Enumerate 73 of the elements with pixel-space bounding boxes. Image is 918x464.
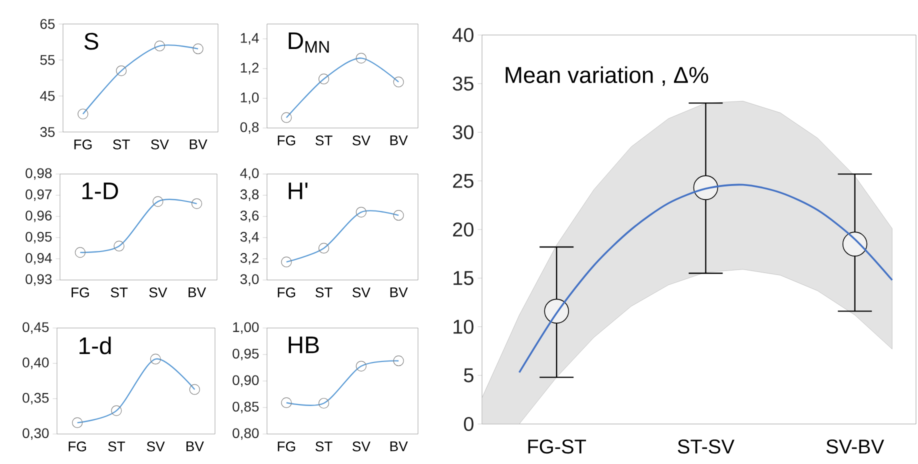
x-tick-label: ST [316, 442, 332, 452]
x-tick-label: BV [188, 288, 206, 298]
y-tick-label: 4,0 [240, 168, 259, 180]
x-tick-label: FG [278, 442, 296, 452]
y-tick-label: 0,40 [22, 358, 49, 370]
y-tick-label: 0,93 [26, 274, 52, 286]
chart-title: H' [288, 182, 308, 200]
y-tick-label: 3,4 [240, 232, 259, 244]
y-tick-label: 3,6 [240, 210, 259, 222]
x-tick-label: ST [113, 140, 130, 150]
y-tick-label: 5 [464, 368, 474, 382]
y-tick-label: 3,8 [240, 189, 259, 201]
y-tick-label: 1,00 [233, 322, 259, 334]
y-tick-label: 45 [40, 91, 55, 101]
y-tick-label: 0,94 [26, 253, 52, 265]
x-tick-label: ST [108, 442, 126, 452]
y-tick-label: 40 [452, 28, 474, 42]
x-tick-label: SV [149, 288, 168, 298]
x-tick-label: FG [278, 288, 296, 298]
y-tick-label: 1,2 [240, 62, 259, 74]
x-tick-label: ST [316, 136, 332, 146]
y-tick-label: 35 [452, 76, 474, 91]
x-tick-label: SV [352, 136, 370, 146]
x-tick-label: SV [352, 288, 370, 298]
y-tick-label: 15 [454, 271, 474, 286]
x-tick-label: BV [390, 288, 408, 298]
x-tick-label: BV [390, 442, 408, 452]
y-tick-label: 25 [453, 174, 474, 188]
y-tick-label: 20 [453, 222, 474, 237]
y-tick-label: 65 [40, 19, 55, 29]
x-tick-label: ST [316, 288, 332, 298]
x-tick-label: ST-SV [678, 440, 734, 454]
y-tick-label: 0,8 [240, 122, 259, 134]
line-series [518, 184, 894, 374]
x-tick-label: FG-ST [528, 440, 586, 454]
chart-title: 1-d [80, 336, 111, 354]
x-tick-label: BV [390, 136, 408, 146]
y-tick-label: 0,96 [26, 210, 52, 222]
x-tick-label: FG [72, 288, 89, 298]
y-tick-label: 3,0 [240, 274, 259, 286]
y-tick-label: 0,80 [232, 428, 259, 440]
chart-title: D$_{MN}$ [288, 32, 329, 53]
x-tick-label: SV [151, 140, 169, 150]
x-tick-label: FG [68, 442, 86, 452]
x-tick-label: SV [146, 442, 165, 452]
x-tick-label: SV-BV [826, 440, 884, 454]
chart-title: 1-D [82, 182, 118, 200]
y-tick-label: 0,45 [22, 322, 49, 334]
x-tick-label: BV [190, 140, 208, 150]
text: Mean variation , Δ% [506, 66, 708, 86]
y-tick-label: 0 [464, 416, 474, 432]
y-tick-label: 10 [454, 320, 474, 334]
y-tick-label: 35 [40, 127, 55, 137]
y-tick-label: 3,2 [240, 253, 259, 265]
y-tick-label: 1,0 [240, 92, 259, 104]
y-tick-label: 30 [452, 125, 474, 140]
y-tick-label: 0,35 [22, 392, 49, 404]
x-tick-label: SV [352, 442, 370, 452]
y-tick-label: 55 [40, 55, 55, 65]
chart-title: S [84, 32, 98, 50]
y-tick-label: 0,98 [26, 168, 52, 180]
y-tick-label: 0,97 [26, 189, 52, 201]
x-tick-label: FG [278, 136, 296, 146]
chart-title: HB [288, 336, 319, 354]
y-tick-label: 1,4 [240, 33, 259, 45]
x-tick-label: ST [110, 288, 128, 298]
y-tick-label: 0,90 [232, 375, 259, 387]
y-tick-label: 0,95 [26, 232, 52, 244]
y-tick-label: 0,30 [22, 428, 49, 440]
x-tick-label: BV [186, 442, 204, 452]
y-tick-label: 0,85 [232, 402, 259, 414]
y-tick-label: 0,95 [232, 348, 259, 360]
x-tick-label: FG [74, 140, 92, 150]
